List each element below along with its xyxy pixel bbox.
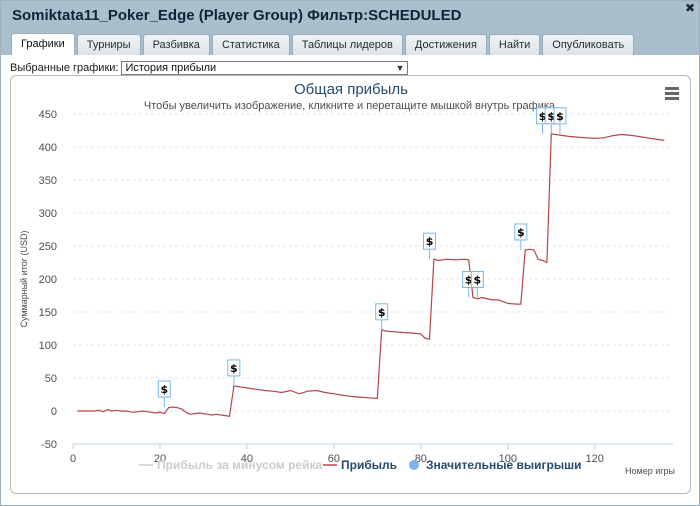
- x-axis-title: Номер игры: [625, 466, 675, 476]
- tab-5[interactable]: Таблицы лидеров: [291, 34, 403, 55]
- tab-3[interactable]: Разбивка: [142, 34, 210, 55]
- svg-text:$: $: [378, 306, 386, 319]
- dollar-flag-icon[interactable]: $: [375, 303, 389, 330]
- tab-bar: Графики Турниры Разбивка Статистика Таблицы …: [11, 33, 635, 55]
- svg-text:$: $: [547, 110, 555, 123]
- series-line-profit: [77, 133, 665, 417]
- y-tick-label: 250: [39, 241, 57, 253]
- y-tick-label: 450: [39, 109, 57, 121]
- chart-title: Общая прибыль: [294, 81, 408, 98]
- y-tick-label: 150: [39, 307, 57, 319]
- dollar-flag-icon[interactable]: $: [470, 270, 484, 298]
- chart-selector-dropdown[interactable]: История прибыли ▼: [121, 61, 409, 75]
- tab-6[interactable]: Достижения: [404, 34, 487, 55]
- dollar-flag-icon[interactable]: $: [553, 107, 567, 134]
- y-tick-label: 350: [39, 175, 57, 187]
- svg-text:Прибыль: Прибыль: [341, 458, 397, 472]
- svg-text:$: $: [539, 110, 547, 123]
- y-tick-label: 0: [51, 406, 57, 418]
- svg-text:Прибыль за минусом рейка: Прибыль за минусом рейка: [157, 458, 322, 472]
- chevron-down-icon: ▼: [395, 63, 405, 73]
- window-title: Somiktata11_Poker_Edge (Player Group) Фи…: [12, 7, 462, 24]
- y-axis-title: Суммарный итог (USD): [19, 230, 29, 327]
- legend-item-profit[interactable]: Прибыль: [323, 458, 397, 472]
- tab-4[interactable]: Статистика: [211, 34, 290, 55]
- tab-8[interactable]: Опубликовать: [542, 34, 635, 55]
- tab-1[interactable]: Графики: [11, 33, 75, 55]
- x-tick-label: 60: [328, 453, 340, 465]
- y-tick-label: 400: [39, 142, 57, 154]
- chart-subtitle: Чтобы увеличить изображение, кликните и …: [144, 100, 558, 112]
- dollar-flag-icon[interactable]: $: [514, 223, 528, 250]
- dollar-flag-icon[interactable]: $: [157, 380, 171, 408]
- title-bar: Somiktata11_Poker_Edge (Player Group) Фи…: [1, 1, 699, 55]
- svg-text:$: $: [465, 273, 473, 286]
- x-tick-label: 20: [154, 453, 166, 465]
- legend-item-big-wins[interactable]: Значительные выигрыши: [409, 458, 582, 472]
- svg-text:$: $: [556, 110, 564, 123]
- x-tick-label: 120: [586, 453, 604, 465]
- svg-text:$: $: [160, 383, 168, 396]
- close-icon[interactable]: ✖: [684, 1, 696, 15]
- tab-7[interactable]: Найти: [488, 34, 541, 55]
- svg-text:$: $: [426, 235, 434, 248]
- y-tick-label: 50: [45, 373, 57, 385]
- y-tick-label: 200: [39, 274, 57, 286]
- chart-selector-value: История прибыли: [125, 62, 217, 74]
- x-tick-label: 0: [70, 453, 76, 465]
- chart-selector-row: Выбранные графики: История прибыли ▼: [10, 60, 409, 76]
- legend-item-rake[interactable]: Прибыль за минусом рейка: [139, 458, 322, 472]
- svg-text:$: $: [517, 226, 525, 239]
- dollar-flag-icon[interactable]: $: [227, 359, 241, 386]
- y-tick-label: -50: [41, 439, 57, 451]
- svg-text:Значительные выигрыши: Значительные выигрыши: [426, 458, 582, 472]
- hamburger-menu-icon[interactable]: [665, 87, 679, 100]
- x-tick-label: 40: [241, 453, 253, 465]
- dollar-flag-icon[interactable]: $: [423, 232, 437, 260]
- svg-text:$: $: [230, 362, 238, 375]
- svg-text:$: $: [474, 273, 482, 286]
- x-tick-label: 100: [499, 453, 517, 465]
- profit-chart[interactable]: Общая прибыль Чтобы увеличить изображение…: [11, 76, 692, 495]
- chart-selector-label: Выбранные графики:: [10, 62, 119, 74]
- chart-panel[interactable]: Общая прибыль Чтобы увеличить изображение…: [10, 75, 691, 494]
- y-tick-label: 300: [39, 208, 57, 220]
- y-tick-label: 100: [39, 340, 57, 352]
- tab-2[interactable]: Турниры: [76, 34, 141, 55]
